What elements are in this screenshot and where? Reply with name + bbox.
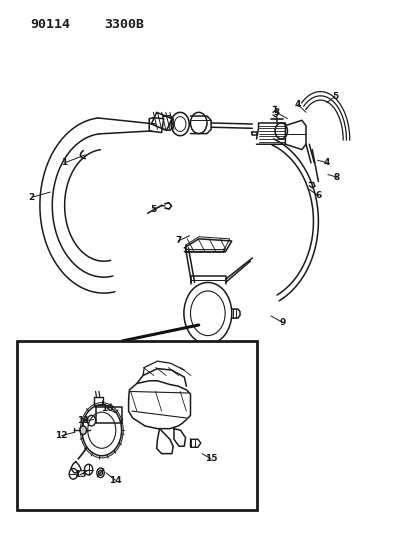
Text: 12: 12 xyxy=(55,431,68,440)
Text: 4: 4 xyxy=(323,158,329,167)
Text: 13: 13 xyxy=(74,471,86,479)
Text: 2: 2 xyxy=(28,193,35,202)
Text: 9: 9 xyxy=(279,318,285,327)
Text: 3: 3 xyxy=(273,108,279,117)
Text: 5: 5 xyxy=(331,92,337,101)
Text: 6: 6 xyxy=(315,191,321,200)
Text: 8: 8 xyxy=(333,173,339,182)
Circle shape xyxy=(98,470,102,475)
Text: 90114: 90114 xyxy=(30,18,70,31)
Text: 4: 4 xyxy=(294,100,300,109)
Bar xyxy=(17,341,256,510)
Text: 3300B: 3300B xyxy=(104,18,143,31)
Text: 7: 7 xyxy=(175,237,181,246)
Text: 5: 5 xyxy=(150,205,156,214)
Text: 15: 15 xyxy=(204,455,217,463)
Text: 14: 14 xyxy=(109,476,121,484)
Text: 10: 10 xyxy=(101,404,113,413)
Circle shape xyxy=(80,426,86,434)
Text: 11: 11 xyxy=(77,416,89,425)
Text: 1: 1 xyxy=(62,158,68,167)
